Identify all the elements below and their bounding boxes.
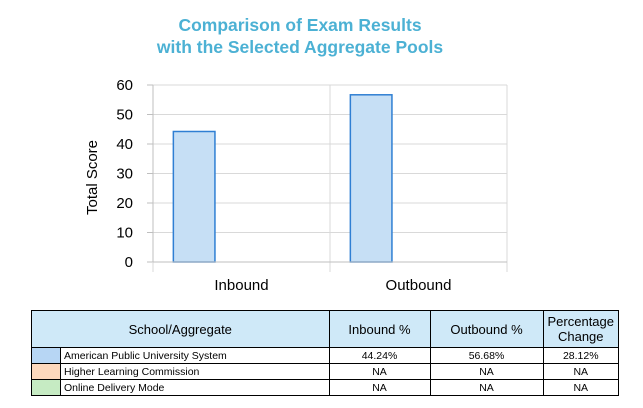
x-category-label: Outbound <box>386 277 452 294</box>
bar-chart: 0 10 20 30 40 50 60 Inbound Outbound Total Score <box>84 77 508 294</box>
header-outbound: Outbound % <box>429 310 544 348</box>
header-school: School/Aggregate <box>31 310 330 348</box>
table-row: Online Delivery Mode NA NA NA <box>31 379 619 396</box>
y-tick-label: 60 <box>116 77 133 94</box>
y-tick-label: 50 <box>116 107 133 124</box>
header-percentage-change: Percentage Change <box>542 310 619 348</box>
row-change: NA <box>542 363 619 380</box>
y-tick-label: 10 <box>116 225 133 242</box>
y-tick-label: 30 <box>116 166 133 183</box>
header-inbound: Inbound % <box>328 310 431 348</box>
table-header-row: School/Aggregate Inbound % Outbound % Pe… <box>31 310 619 348</box>
legend-swatch <box>31 347 61 364</box>
row-name: American Public University System <box>60 347 330 364</box>
row-name: Online Delivery Mode <box>60 379 330 396</box>
row-outbound: 56.68% <box>429 347 544 364</box>
x-category-label: Inbound <box>214 277 268 294</box>
y-tick-label: 0 <box>125 254 133 271</box>
row-inbound: NA <box>328 379 431 396</box>
row-outbound: NA <box>429 379 544 396</box>
y-axis-title: Total Score <box>84 140 101 215</box>
row-change: 28.12% <box>542 347 619 364</box>
table-row: American Public University System 44.24% 5… <box>31 347 619 364</box>
legend-swatch <box>31 379 61 396</box>
row-name: Higher Learning Commission <box>60 363 330 380</box>
table-row: Higher Learning Commission NA NA NA <box>31 363 619 380</box>
chart-title-line-1: Comparison of Exam Results <box>178 15 422 35</box>
bar <box>349 94 393 263</box>
row-change: NA <box>542 379 619 396</box>
row-outbound: NA <box>429 363 544 380</box>
chart-title: Comparison of Exam Results with the Sele… <box>0 14 600 58</box>
header-change-line-2: Change <box>557 329 604 344</box>
results-table: School/Aggregate Inbound % Outbound % Pe… <box>31 310 619 396</box>
chart-title-line-2: with the Selected Aggregate Pools <box>156 37 444 57</box>
row-inbound: NA <box>328 363 431 380</box>
legend-swatch <box>31 363 61 380</box>
bar <box>172 130 216 263</box>
header-change-line-1: Percentage <box>547 314 615 329</box>
y-tick-label: 40 <box>116 136 133 153</box>
y-tick-label: 20 <box>116 195 133 212</box>
row-inbound: 44.24% <box>328 347 431 364</box>
